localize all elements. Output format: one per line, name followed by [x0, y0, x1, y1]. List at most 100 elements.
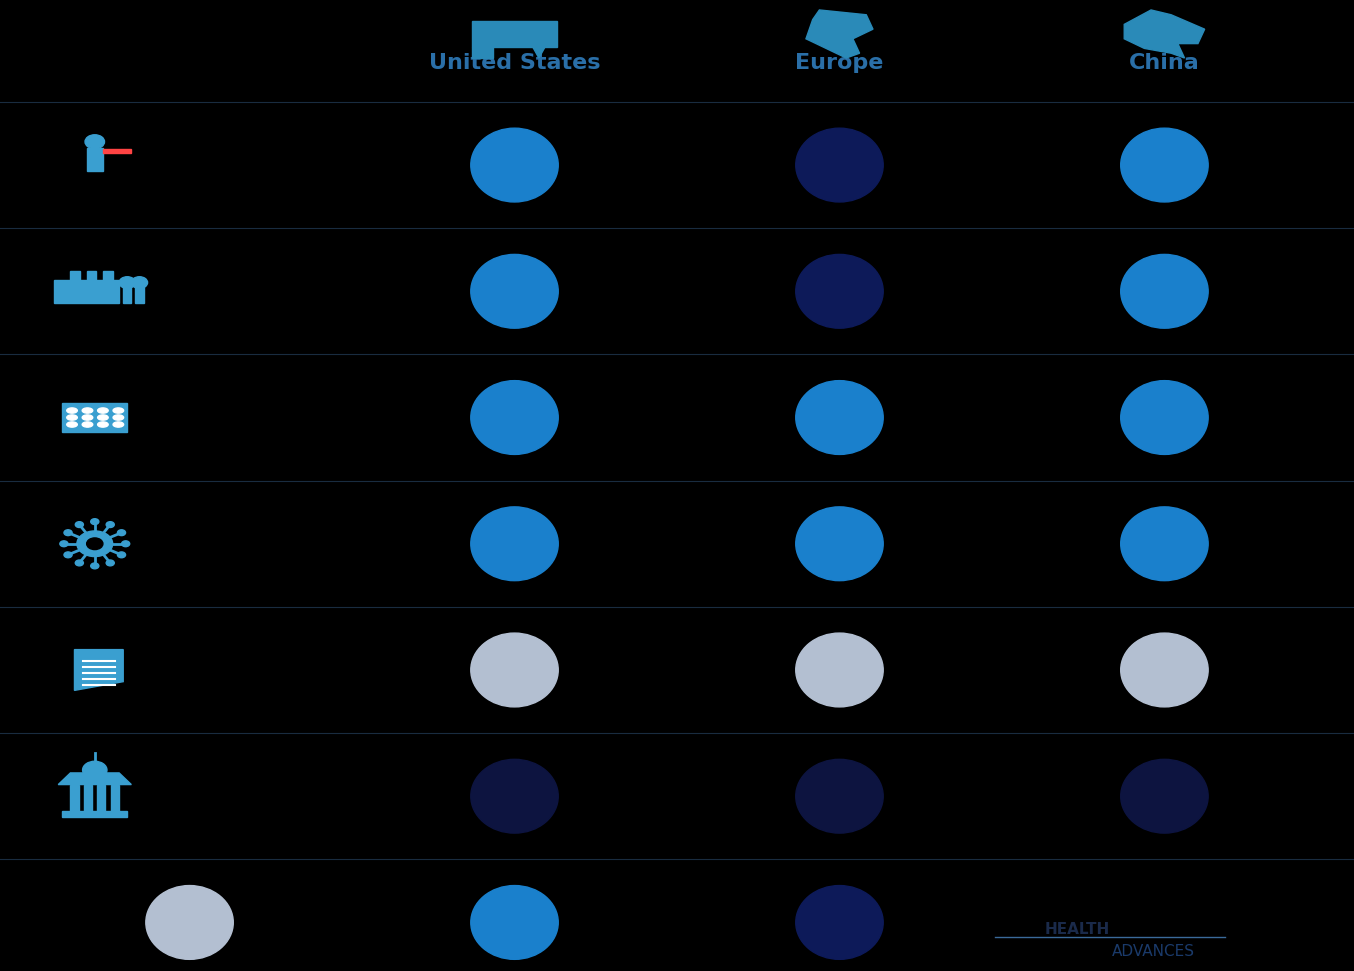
- Ellipse shape: [181, 916, 183, 918]
- Ellipse shape: [1121, 382, 1206, 453]
- Ellipse shape: [505, 789, 509, 792]
- Ellipse shape: [1135, 141, 1187, 185]
- Ellipse shape: [504, 536, 510, 542]
- Ellipse shape: [497, 655, 521, 676]
- Ellipse shape: [812, 143, 858, 182]
- Ellipse shape: [1144, 149, 1175, 175]
- Ellipse shape: [485, 898, 538, 943]
- Ellipse shape: [1139, 396, 1182, 433]
- Ellipse shape: [506, 916, 508, 918]
- Ellipse shape: [821, 907, 849, 931]
- Ellipse shape: [799, 762, 877, 829]
- Ellipse shape: [504, 156, 512, 164]
- Ellipse shape: [799, 636, 877, 703]
- Ellipse shape: [179, 915, 185, 921]
- Ellipse shape: [1140, 397, 1181, 432]
- Bar: [87, 271, 96, 285]
- Ellipse shape: [1121, 254, 1208, 328]
- Ellipse shape: [487, 521, 535, 561]
- Ellipse shape: [471, 759, 558, 833]
- Ellipse shape: [493, 653, 527, 681]
- Ellipse shape: [796, 634, 881, 706]
- Ellipse shape: [169, 906, 200, 932]
- Ellipse shape: [816, 778, 853, 809]
- Circle shape: [106, 521, 114, 527]
- Ellipse shape: [486, 142, 536, 184]
- Ellipse shape: [1154, 157, 1160, 163]
- Ellipse shape: [478, 513, 548, 572]
- Ellipse shape: [482, 264, 542, 315]
- Ellipse shape: [1127, 638, 1201, 700]
- Ellipse shape: [153, 891, 223, 951]
- Ellipse shape: [497, 403, 521, 423]
- Ellipse shape: [1147, 782, 1171, 802]
- Ellipse shape: [807, 138, 868, 189]
- Ellipse shape: [1132, 517, 1193, 568]
- Ellipse shape: [1141, 652, 1178, 683]
- Bar: [62, 403, 127, 432]
- Ellipse shape: [812, 395, 860, 435]
- Ellipse shape: [1155, 158, 1159, 161]
- Ellipse shape: [473, 509, 555, 579]
- Ellipse shape: [827, 534, 838, 544]
- Ellipse shape: [808, 391, 865, 440]
- Bar: [97, 785, 106, 811]
- Ellipse shape: [812, 143, 860, 183]
- Ellipse shape: [1151, 659, 1164, 671]
- Ellipse shape: [501, 786, 516, 798]
- Circle shape: [131, 277, 148, 288]
- Ellipse shape: [814, 270, 857, 307]
- Ellipse shape: [800, 132, 877, 197]
- Ellipse shape: [1127, 386, 1200, 447]
- Ellipse shape: [1139, 144, 1182, 181]
- Ellipse shape: [808, 896, 865, 945]
- Ellipse shape: [802, 133, 876, 195]
- Ellipse shape: [803, 260, 873, 319]
- Ellipse shape: [1145, 654, 1174, 679]
- Ellipse shape: [812, 900, 860, 940]
- Ellipse shape: [477, 386, 550, 447]
- Ellipse shape: [493, 905, 527, 933]
- Ellipse shape: [819, 149, 850, 175]
- Ellipse shape: [504, 410, 510, 416]
- Ellipse shape: [799, 383, 879, 452]
- Ellipse shape: [1151, 407, 1164, 419]
- Ellipse shape: [1143, 400, 1177, 428]
- Ellipse shape: [1122, 761, 1205, 831]
- Ellipse shape: [825, 911, 842, 925]
- Ellipse shape: [477, 513, 550, 573]
- Ellipse shape: [501, 912, 515, 923]
- Ellipse shape: [821, 782, 848, 803]
- Ellipse shape: [501, 659, 515, 671]
- Ellipse shape: [826, 154, 841, 167]
- Ellipse shape: [490, 271, 531, 306]
- Ellipse shape: [816, 147, 853, 178]
- Ellipse shape: [821, 528, 849, 552]
- Ellipse shape: [1154, 284, 1160, 289]
- Ellipse shape: [500, 911, 517, 925]
- Ellipse shape: [821, 655, 848, 677]
- Ellipse shape: [1124, 131, 1202, 198]
- Ellipse shape: [830, 537, 834, 540]
- Ellipse shape: [1144, 780, 1175, 806]
- Ellipse shape: [486, 268, 536, 310]
- Ellipse shape: [806, 894, 869, 948]
- Ellipse shape: [798, 509, 880, 579]
- Ellipse shape: [168, 905, 202, 933]
- Ellipse shape: [150, 889, 227, 954]
- Ellipse shape: [506, 663, 508, 665]
- Ellipse shape: [818, 779, 852, 807]
- Ellipse shape: [502, 787, 513, 796]
- Ellipse shape: [477, 260, 550, 320]
- Ellipse shape: [807, 390, 868, 442]
- Ellipse shape: [1124, 636, 1202, 703]
- Ellipse shape: [831, 158, 833, 160]
- Ellipse shape: [504, 284, 510, 289]
- Ellipse shape: [479, 388, 546, 444]
- Ellipse shape: [502, 155, 513, 165]
- Circle shape: [83, 761, 107, 779]
- Ellipse shape: [808, 644, 865, 692]
- Ellipse shape: [829, 915, 835, 921]
- Ellipse shape: [477, 890, 551, 953]
- Ellipse shape: [1155, 411, 1159, 414]
